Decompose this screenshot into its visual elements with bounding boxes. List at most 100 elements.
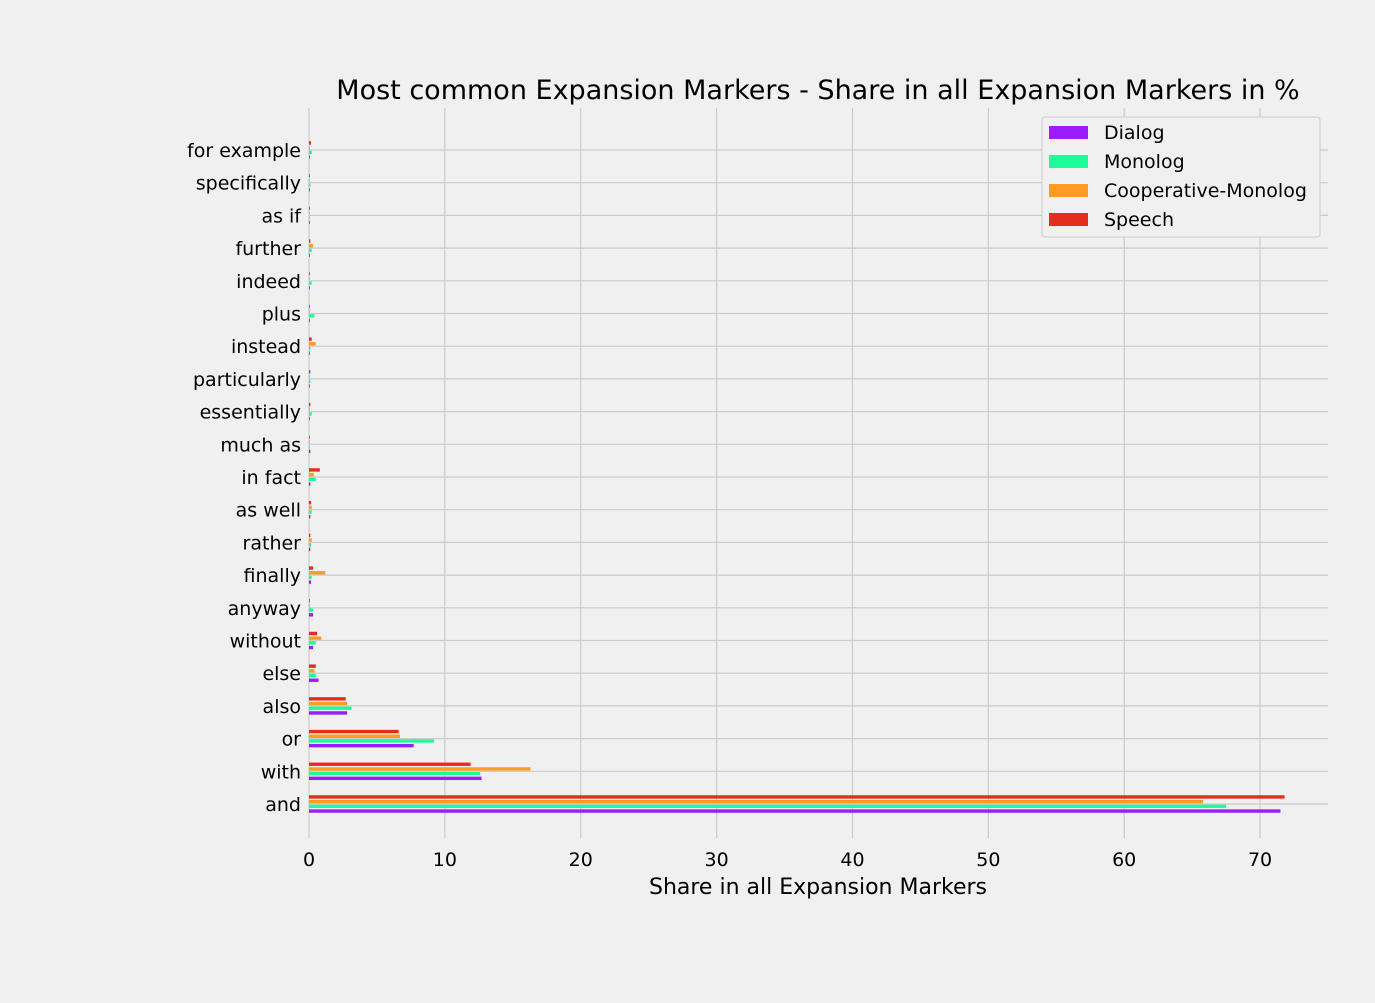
y-tick-label: with bbox=[261, 761, 301, 783]
x-tick-label: 60 bbox=[1112, 849, 1136, 871]
bar-monolog bbox=[309, 673, 316, 678]
bar-monolog bbox=[309, 183, 311, 187]
bar-cooperative-monolog bbox=[309, 342, 316, 346]
bar-speech bbox=[309, 337, 312, 341]
bar-monolog bbox=[309, 248, 312, 253]
bar-dialog bbox=[309, 449, 311, 454]
bar-speech bbox=[309, 468, 320, 472]
bar-monolog bbox=[309, 477, 316, 482]
bar-speech bbox=[309, 206, 310, 211]
bar-monolog bbox=[309, 771, 481, 776]
bar-dialog bbox=[309, 220, 310, 225]
bar-monolog bbox=[309, 608, 314, 612]
legend-box bbox=[1041, 116, 1321, 238]
y-tick-label: and bbox=[265, 794, 301, 816]
bar-dialog bbox=[309, 515, 311, 519]
bar-monolog bbox=[309, 216, 310, 220]
bar-monolog bbox=[309, 575, 312, 580]
y-tick-label: anyway bbox=[228, 598, 301, 620]
bar-dialog bbox=[309, 253, 310, 257]
bar-monolog bbox=[309, 739, 434, 743]
bar-speech bbox=[309, 141, 312, 145]
y-tick-label: for example bbox=[187, 140, 301, 162]
bar-monolog bbox=[309, 510, 312, 514]
x-tick-label: 30 bbox=[705, 849, 729, 871]
bar-dialog bbox=[309, 809, 1281, 813]
x-tick-label: 70 bbox=[1248, 849, 1272, 871]
legend-swatch bbox=[1049, 126, 1088, 139]
x-axis-label: Share in all Expansion Markers bbox=[649, 875, 987, 900]
bar-speech bbox=[309, 304, 310, 309]
y-tick-label: rather bbox=[243, 532, 302, 554]
bar-speech bbox=[309, 664, 316, 668]
bar-monolog bbox=[309, 543, 312, 547]
bar-speech bbox=[309, 173, 310, 178]
bar-cooperative-monolog bbox=[309, 145, 310, 150]
bar-cooperative-monolog bbox=[309, 603, 310, 608]
x-tick-label: 10 bbox=[433, 849, 457, 871]
bar-cooperative-monolog bbox=[309, 309, 310, 313]
bar-cooperative-monolog bbox=[309, 538, 312, 542]
x-tick-labels: 0 10 20 30 40 50 60 70 bbox=[303, 849, 1272, 871]
y-tick-label: instead bbox=[231, 336, 301, 358]
bar-dialog bbox=[309, 580, 312, 584]
bar-dialog bbox=[309, 743, 414, 748]
bar-dialog bbox=[309, 318, 310, 323]
bar-dialog bbox=[309, 678, 319, 682]
bar-cooperative-monolog bbox=[309, 505, 312, 510]
bar-dialog bbox=[309, 482, 311, 486]
x-tick-label: 20 bbox=[569, 849, 593, 871]
x-tick-label: 50 bbox=[976, 849, 1000, 871]
y-tick-label: else bbox=[262, 663, 301, 685]
bar-monolog bbox=[309, 641, 316, 645]
bar-speech bbox=[309, 599, 310, 603]
bar-dialog bbox=[309, 286, 310, 290]
legend-swatch bbox=[1049, 184, 1088, 197]
y-tick-label: essentially bbox=[200, 402, 301, 424]
bar-cooperative-monolog bbox=[309, 734, 401, 738]
bar-cooperative-monolog bbox=[309, 767, 531, 771]
bar-speech bbox=[309, 566, 314, 570]
y-tick-label: much as bbox=[220, 434, 301, 456]
bar-monolog bbox=[309, 314, 315, 318]
bar-dialog bbox=[309, 613, 314, 617]
bar-speech bbox=[309, 370, 311, 374]
bar-cooperative-monolog bbox=[309, 669, 315, 673]
y-tick-label: also bbox=[263, 696, 301, 718]
bar-speech bbox=[309, 762, 471, 766]
bar-cooperative-monolog bbox=[309, 374, 310, 379]
chart-title: Most common Expansion Markers - Share in… bbox=[336, 75, 1299, 106]
bar-speech bbox=[309, 729, 399, 734]
y-tick-labels: and with or also else without anyway finally rat… bbox=[187, 140, 302, 816]
y-tick-label: as if bbox=[261, 205, 302, 227]
bar-speech bbox=[309, 239, 311, 243]
legend: Dialog Monolog Cooperative-Monolog Speech bbox=[1041, 116, 1321, 238]
bar-dialog bbox=[309, 384, 310, 388]
bar-speech bbox=[309, 500, 312, 505]
bar-speech bbox=[309, 435, 310, 439]
legend-label: Speech bbox=[1104, 209, 1174, 231]
bar-cooperative-monolog bbox=[309, 571, 326, 575]
legend-label: Dialog bbox=[1104, 122, 1165, 144]
legend-label: Cooperative-Monolog bbox=[1104, 180, 1307, 202]
bar-dialog bbox=[309, 711, 348, 715]
bar-speech bbox=[309, 631, 318, 636]
y-tick-label: without bbox=[230, 631, 301, 653]
y-tick-label: plus bbox=[262, 304, 301, 326]
x-tick-label: 0 bbox=[303, 849, 315, 871]
bars bbox=[309, 141, 1285, 813]
y-tick-label: further bbox=[235, 238, 301, 260]
y-tick-label: finally bbox=[244, 565, 301, 587]
y-tick-label: indeed bbox=[236, 271, 301, 293]
bar-dialog bbox=[309, 351, 310, 355]
bar-cooperative-monolog bbox=[309, 244, 314, 248]
bar-dialog bbox=[309, 416, 310, 421]
bar-dialog bbox=[309, 645, 314, 650]
bar-speech bbox=[309, 795, 1285, 799]
x-tick-label: 40 bbox=[840, 849, 864, 871]
legend-swatch bbox=[1049, 155, 1088, 168]
bar-monolog bbox=[309, 412, 312, 416]
bar-monolog bbox=[309, 804, 1227, 809]
